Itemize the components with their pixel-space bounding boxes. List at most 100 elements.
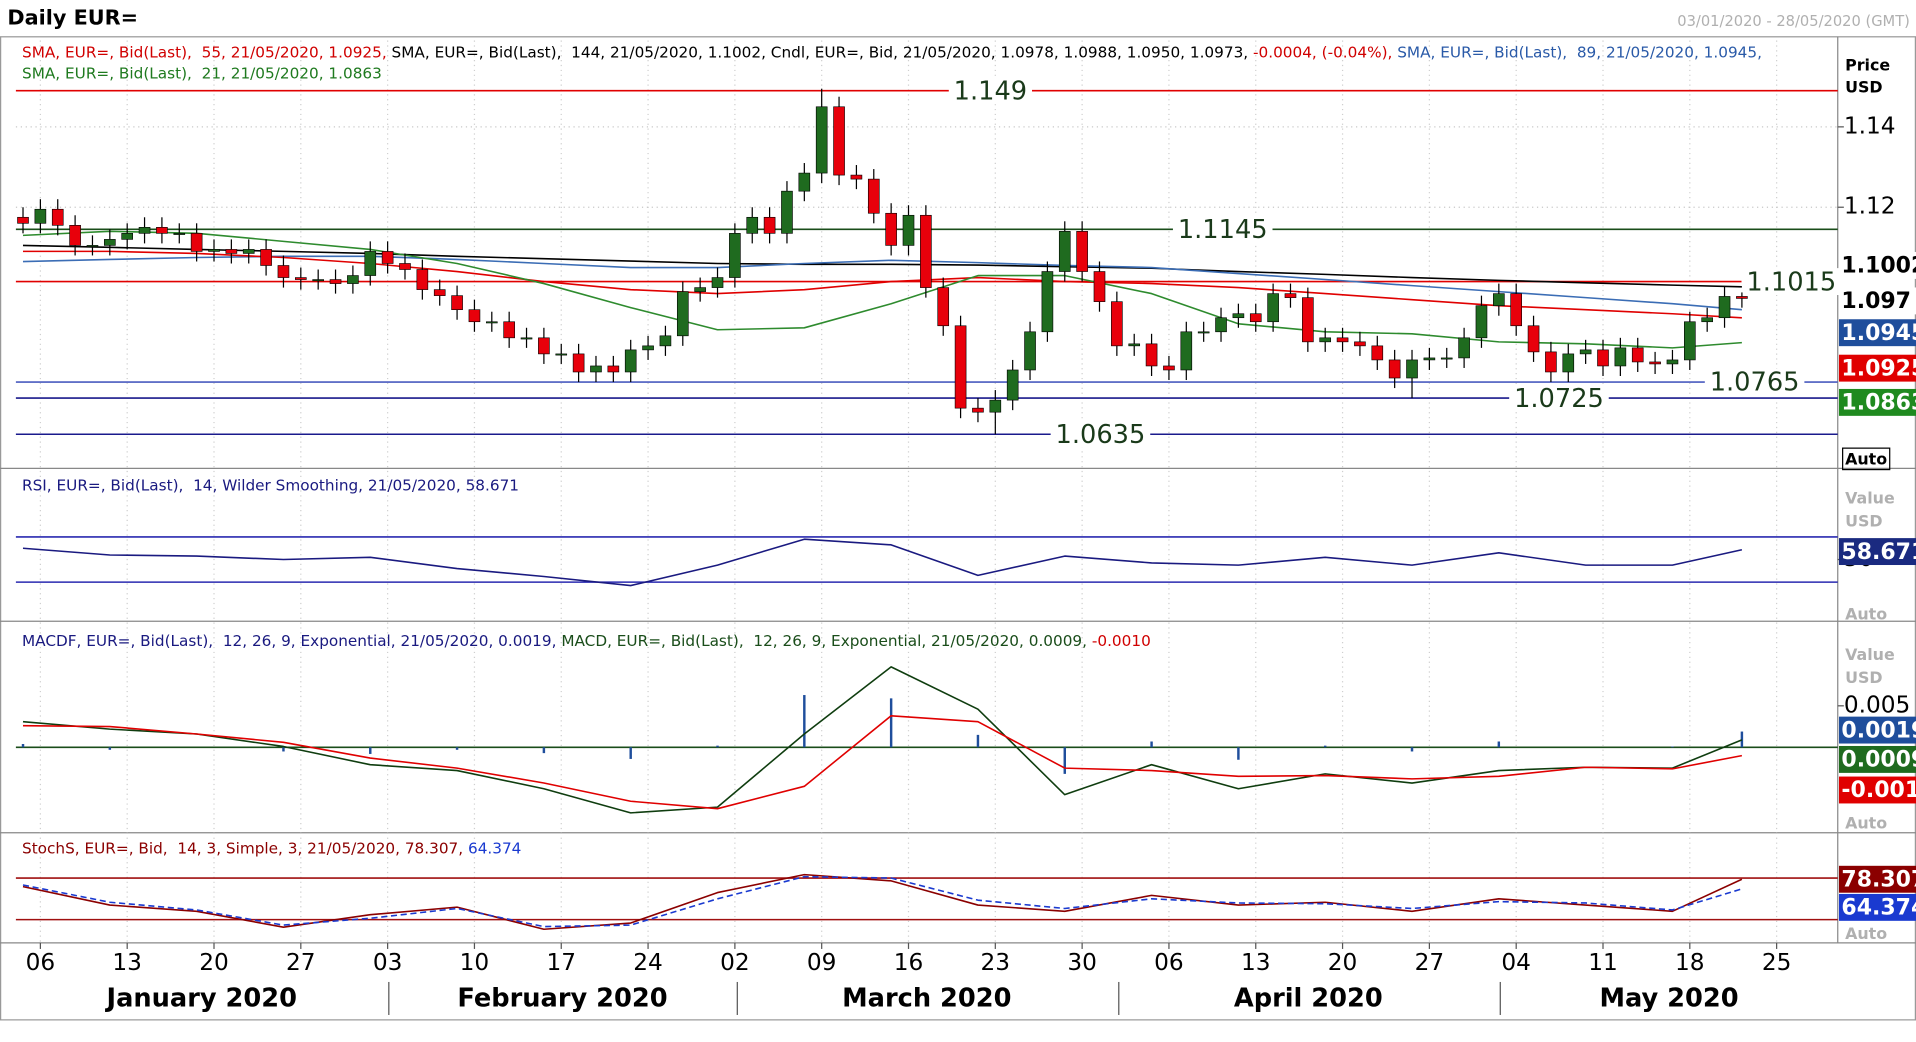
month-label: February 2020 [457,984,667,1014]
candle-body [885,212,897,246]
x-tick-label: 11 [1588,949,1618,976]
value-badge [1838,776,1916,804]
candle-body [1111,301,1123,347]
candle-body [798,172,811,192]
candle-body [1493,293,1505,306]
x-tick-label: 06 [1154,949,1184,976]
level-label: 1.0765 [1710,368,1800,398]
candle-body [1354,341,1366,347]
candle-body [954,325,967,409]
candle-body [1597,349,1609,367]
candle-body [399,263,411,270]
candle-body [572,353,585,373]
candle-body [850,174,863,180]
series-line [22,873,1743,931]
x-tick-label: 25 [1762,949,1792,976]
panel-frame [0,36,1916,1021]
candle-body [972,407,984,413]
axis-label: Value [1845,645,1895,664]
candle-body [867,178,880,214]
series-line [22,538,1743,587]
candle-body [902,214,915,246]
candle-body [1058,231,1071,272]
level-label: 1.149 [954,76,1027,106]
value-badge-label: 0.0019 [1841,718,1916,743]
candle-body [676,291,689,337]
candle-body [1041,271,1054,333]
candle-body [312,279,324,282]
candle-body [433,289,446,296]
series-line [22,244,1742,288]
candle-body [590,365,602,373]
header-segment: SMA, EUR=, Bid(Last), 55, 21/05/2020, 1.… [22,43,387,61]
series-line [22,666,1743,814]
series-line [22,255,1742,311]
candle-body [1215,317,1227,333]
candle-body [833,106,845,176]
level-label-bg [1741,268,1842,296]
candle-body [1267,293,1279,323]
candle-body [17,216,29,224]
candle-body [920,214,932,288]
candle-body [1718,296,1731,319]
value-badge [1838,893,1916,921]
chart-title: Daily EUR= [7,5,138,29]
x-tick-label: 18 [1675,949,1705,976]
plot-layer: 06 13 20 27 03 10 17 24 02 09 16 23 30 06 13 20 27 04 11 18… [0,36,1916,1021]
series-line [22,250,1742,319]
level-label-bg [1050,420,1151,448]
x-tick-label: 16 [894,949,924,976]
value-badge [1838,716,1916,744]
candle-body [1197,331,1210,334]
x-tick-label: 02 [720,949,750,976]
value-badge [1838,538,1916,566]
candle-body [538,337,550,355]
candle-body [381,251,394,264]
x-tick-label: 06 [26,949,56,976]
level-label-bg [1509,384,1609,412]
header-segment: SMA, EUR=, Bid(Last), 21, 21/05/2020, 1.… [22,64,382,82]
candle-body [694,287,706,292]
value-badge-label: -0.0010 [1841,778,1916,803]
panel-header: SMA, EUR=, Bid(Last), 55, 21/05/2020, 1.… [22,43,1762,61]
value-badge [1838,354,1916,382]
panel-header: RSI, EUR=, Bid(Last), 14, Wilder Smoothi… [22,476,519,494]
axis-label: USD [1845,512,1883,531]
candle-body [1649,361,1661,365]
level-label-bg [948,77,1033,105]
candle-body [208,249,220,252]
candle-body [1423,357,1436,361]
candle-body [1093,271,1106,302]
header-segment: SMA, EUR=, Bid(Last), 144, 21/05/2020, 1… [387,43,1248,61]
header-segment: MACD, EUR=, Bid(Last), 12, 26, 9, Expone… [556,631,1087,649]
candle-body [1319,337,1332,343]
panel-header: StochS, EUR=, Bid, 14, 3, Simple, 3, 21/… [22,839,521,857]
candle-body [260,249,272,266]
candle-body [69,225,81,246]
y-tick-label: 0.005 [1844,691,1910,718]
x-tick-label: 13 [1241,949,1271,976]
auto-label: Auto [1845,924,1887,943]
candle-body [989,399,1002,413]
axis-label: USD [1845,78,1883,97]
x-tick-label: 27 [286,949,316,976]
value-badge-label: 1.0945 [1841,321,1916,346]
header-segment: SMA, EUR=, Bid(Last), 89, 21/05/2020, 1.… [1392,43,1762,61]
month-label: March 2020 [842,984,1011,1014]
candle-body [86,245,99,247]
candle-body [1180,331,1193,371]
candle-body [1527,325,1540,353]
candle-body [781,190,793,234]
candle-body [763,216,776,234]
candle-body [485,321,498,324]
candle-body [746,216,759,234]
candle-body [729,233,741,278]
candle-body [1076,231,1088,272]
candle-body [190,233,203,252]
y-tick-label: 1.14 [1844,112,1896,139]
auto-label: Auto [1845,605,1887,624]
x-tick-label: 17 [546,949,576,976]
header-segment: StochS, EUR=, Bid, 14, 3, Simple, 3, 21/… [22,839,463,857]
